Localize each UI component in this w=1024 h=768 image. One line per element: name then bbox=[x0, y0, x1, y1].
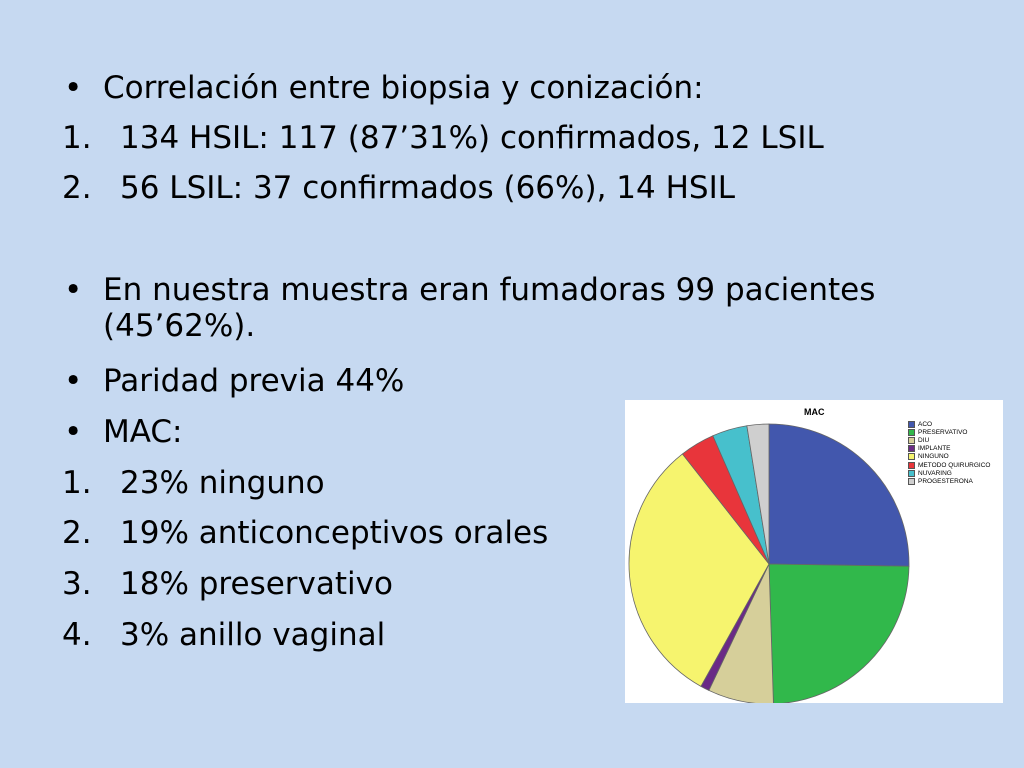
mac-pie-chart: MAC ACO PRESERVATIVO DIU IMPLANTE NINGUNO MET… bbox=[625, 400, 1003, 703]
legend-label: DIU bbox=[918, 436, 930, 444]
legend-item: DIU bbox=[908, 436, 990, 444]
legend-item: IMPLANTE bbox=[908, 445, 990, 453]
legend-label: NUVARING bbox=[918, 469, 952, 477]
chart-legend: ACO PRESERVATIVO DIU IMPLANTE NINGUNO METODO … bbox=[908, 420, 990, 486]
legend-swatch bbox=[908, 420, 915, 428]
legend-label: METODO QUIRURGICO bbox=[918, 461, 991, 469]
legend-item: PRESERVATIVO bbox=[908, 428, 990, 436]
legend-item: NINGUNO bbox=[908, 453, 990, 461]
line-text: 18% preservativo bbox=[120, 566, 393, 602]
number-marker: 1. bbox=[62, 465, 92, 501]
bullet-marker: • bbox=[64, 70, 83, 106]
number-marker: 3. bbox=[62, 566, 92, 602]
number-marker: 1. bbox=[62, 120, 92, 156]
legend-swatch bbox=[908, 469, 915, 477]
pie-slice-ninguno bbox=[628, 453, 770, 687]
line-text: (45’62%). bbox=[103, 308, 256, 344]
legend-swatch bbox=[908, 461, 915, 469]
legend-item: PROGESTERONA bbox=[908, 477, 990, 485]
pie-slice-aco bbox=[768, 423, 910, 567]
pie-svg bbox=[628, 423, 910, 703]
line-text: En nuestra muestra eran fumadoras 99 pac… bbox=[103, 272, 876, 308]
legend-swatch bbox=[908, 453, 915, 461]
legend-label: IMPLANTE bbox=[918, 445, 951, 453]
line-text: MAC: bbox=[103, 414, 183, 450]
line-text: Correlación entre biopsia y conización: bbox=[103, 70, 704, 106]
chart-title: MAC bbox=[804, 407, 825, 417]
line-text: 56 LSIL: 37 confirmados (66%), 14 HSIL bbox=[120, 170, 735, 206]
legend-label: PRESERVATIVO bbox=[918, 428, 968, 436]
legend-item: ACO bbox=[908, 420, 990, 428]
bullet-marker: • bbox=[64, 414, 83, 450]
legend-swatch bbox=[908, 428, 915, 436]
legend-swatch bbox=[908, 445, 915, 453]
bullet-marker: • bbox=[64, 363, 83, 399]
pie-slice-progesterona bbox=[746, 423, 770, 565]
legend-swatch bbox=[908, 477, 915, 485]
line-text: 23% ninguno bbox=[120, 465, 325, 501]
bullet-marker: • bbox=[64, 272, 83, 308]
number-marker: 2. bbox=[62, 515, 92, 551]
line-text: 134 HSIL: 117 (87’31%) confirmados, 12 L… bbox=[120, 120, 824, 156]
legend-item: METODO QUIRURGICO bbox=[908, 461, 990, 469]
number-marker: 4. bbox=[62, 617, 92, 653]
number-marker: 2. bbox=[62, 170, 92, 206]
legend-swatch bbox=[908, 436, 915, 444]
line-text: 19% anticonceptivos orales bbox=[120, 515, 549, 551]
legend-label: ACO bbox=[918, 420, 933, 428]
line-text: Paridad previa 44% bbox=[103, 363, 405, 399]
legend-label: NINGUNO bbox=[918, 453, 949, 461]
legend-label: PROGESTERONA bbox=[918, 477, 973, 485]
pie-slice-preservativo bbox=[768, 563, 910, 703]
line-text: 3% anillo vaginal bbox=[120, 617, 386, 653]
legend-item: NUVARING bbox=[908, 469, 990, 477]
